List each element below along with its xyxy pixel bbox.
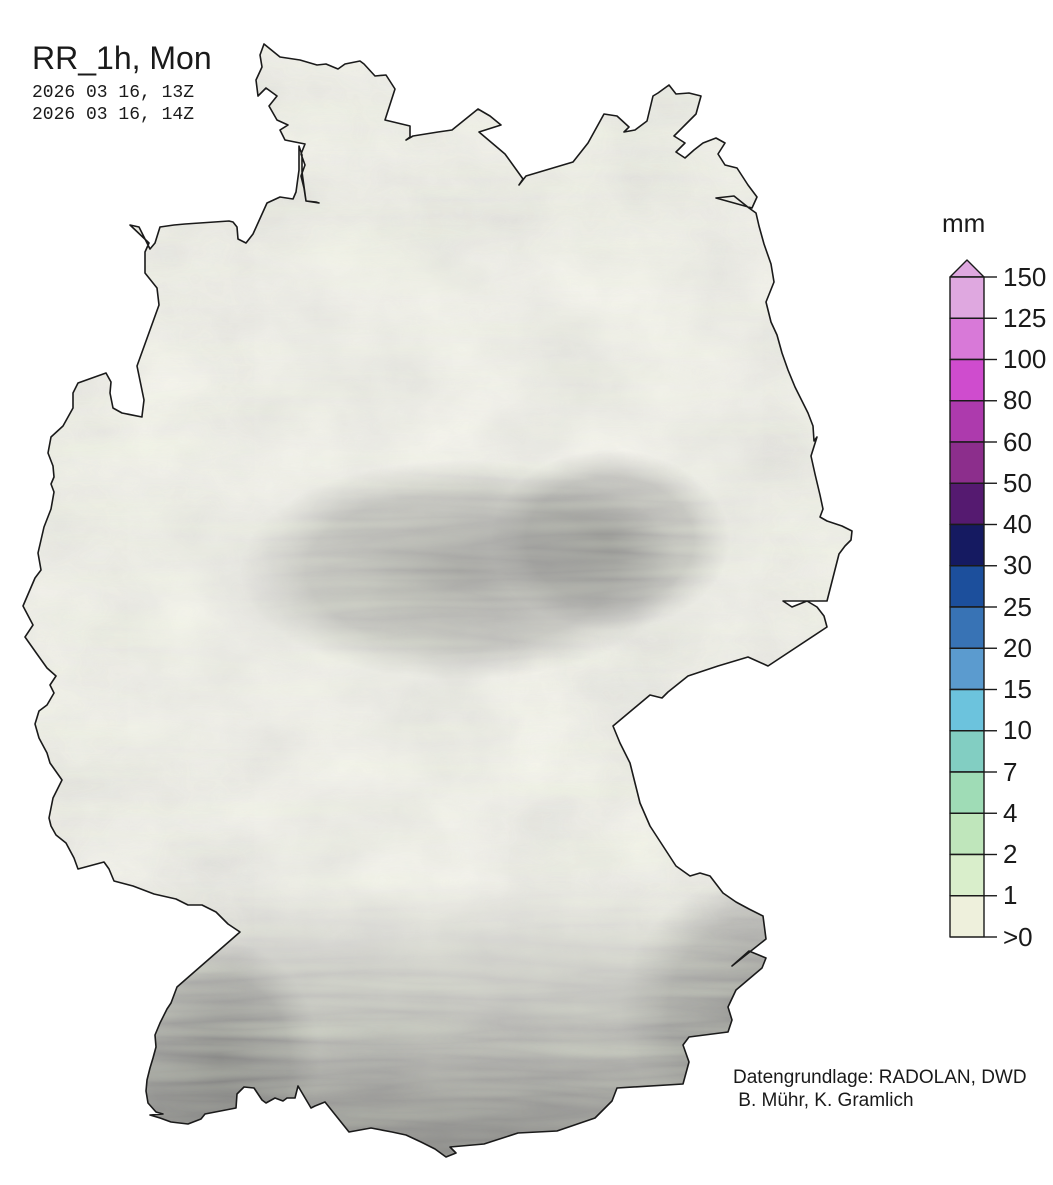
svg-text:30: 30 bbox=[1003, 550, 1032, 580]
svg-text:20: 20 bbox=[1003, 633, 1032, 663]
svg-text:10: 10 bbox=[1003, 715, 1032, 745]
svg-text:7: 7 bbox=[1003, 757, 1017, 787]
svg-text:25: 25 bbox=[1003, 592, 1032, 622]
svg-text:50: 50 bbox=[1003, 468, 1032, 498]
svg-text:150: 150 bbox=[1003, 262, 1046, 292]
svg-text:1: 1 bbox=[1003, 880, 1017, 910]
svg-text:100: 100 bbox=[1003, 344, 1046, 374]
svg-text:4: 4 bbox=[1003, 798, 1017, 828]
svg-text:125: 125 bbox=[1003, 303, 1046, 333]
svg-text:>0: >0 bbox=[1003, 922, 1033, 952]
svg-text:80: 80 bbox=[1003, 385, 1032, 415]
svg-text:2: 2 bbox=[1003, 839, 1017, 869]
svg-text:60: 60 bbox=[1003, 427, 1032, 457]
svg-text:15: 15 bbox=[1003, 674, 1032, 704]
svg-text:40: 40 bbox=[1003, 509, 1032, 539]
